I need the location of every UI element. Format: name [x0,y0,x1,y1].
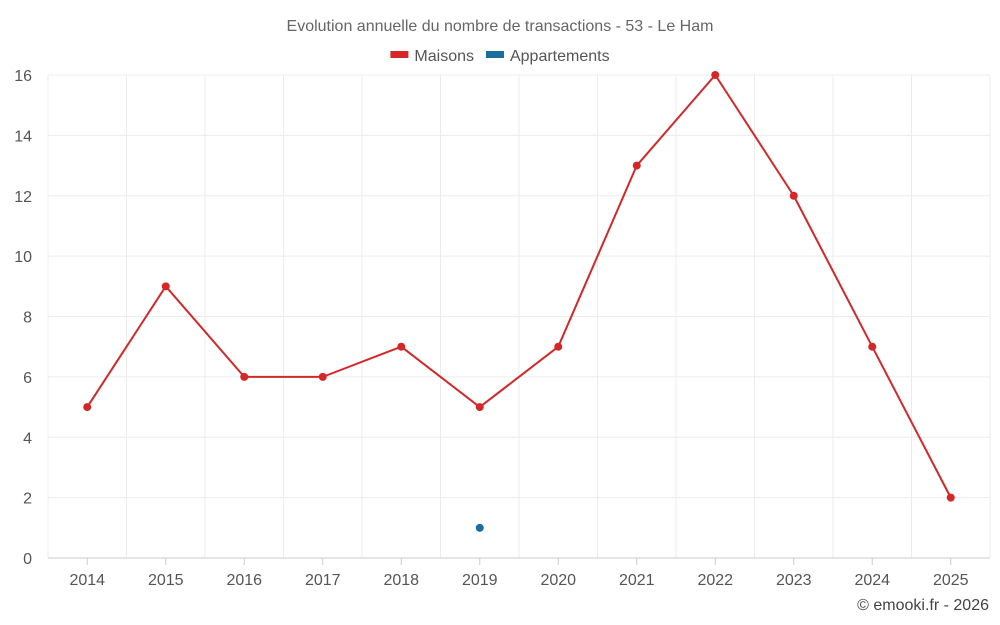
credit-text: © emooki.fr - 2026 [857,597,989,614]
x-tick-label: 2015 [148,572,184,589]
legend: Maisons Appartements [390,48,610,65]
y-tick-label: 12 [14,189,32,206]
y-tick-label: 8 [23,310,32,327]
legend-label: Maisons [414,48,474,65]
x-axis-ticks: 2014 2015 2016 2017 2018 2019 2020 2021 2022 2023… [69,558,969,589]
legend-label: Appartements [510,48,610,65]
series-line [86,74,952,499]
x-tick-label: 2018 [383,572,419,589]
x-tick-label: 2017 [305,572,341,589]
x-tick-label: 2014 [69,572,105,589]
data-point[interactable] [475,523,484,532]
data-point[interactable] [240,372,249,381]
legend-item-maisons[interactable]: Maisons [390,48,474,65]
y-tick-label: 4 [23,430,32,447]
y-tick-label: 2 [23,491,32,508]
data-point[interactable] [83,403,92,412]
data-point[interactable] [397,342,406,351]
y-tick-label: 0 [23,551,32,568]
series-appartements [475,523,484,532]
y-tick-label: 6 [23,370,32,387]
legend-item-appartements[interactable]: Appartements [485,48,610,65]
x-tick-label: 2024 [854,572,890,589]
x-tick-label: 2020 [540,572,576,589]
data-point[interactable] [789,191,798,200]
y-axis-ticks: 0 2 4 6 8 10 12 14 16 [14,68,32,568]
x-tick-label: 2021 [619,572,655,589]
data-point[interactable] [318,372,327,381]
y-tick-label: 14 [14,128,32,145]
grid-lines [47,74,991,559]
data-point[interactable] [946,493,955,502]
y-tick-label: 10 [14,249,32,266]
x-tick-label: 2023 [776,572,812,589]
data-point[interactable] [632,161,641,170]
x-tick-label: 2016 [226,572,262,589]
legend-swatch [390,51,409,58]
x-tick-label: 2019 [462,572,498,589]
data-point[interactable] [475,403,484,412]
x-tick-label: 2022 [697,572,733,589]
series-maisons [83,71,955,502]
data-point[interactable] [711,71,720,79]
data-point[interactable] [161,282,170,291]
data-point[interactable] [868,342,877,351]
x-tick-label: 2025 [933,572,969,589]
chart-title: Evolution annuelle du nombre de transact… [287,18,714,35]
series-layer [83,71,955,532]
legend-swatch [485,51,504,58]
data-point[interactable] [554,342,563,351]
y-tick-label: 16 [14,68,32,85]
